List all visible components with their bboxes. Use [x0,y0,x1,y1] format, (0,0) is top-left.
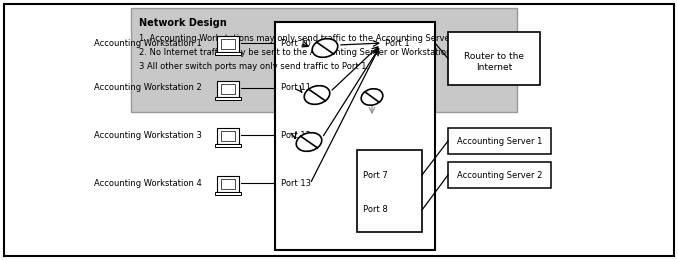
Text: 2. No Internet traffic may be sent to the Accounting Server or Workstations.: 2. No Internet traffic may be sent to th… [139,48,458,57]
Bar [215,97,241,100]
Bar [217,81,239,97]
Bar [217,128,239,144]
Text: Port 10: Port 10 [281,38,311,48]
Text: 3 All other switch ports may only send traffic to Port 1.: 3 All other switch ports may only send t… [139,62,369,71]
Bar [215,52,241,55]
Ellipse shape [361,89,383,105]
Text: Port 1: Port 1 [385,38,410,48]
Ellipse shape [296,133,322,151]
Ellipse shape [313,39,338,57]
Text: Port 11: Port 11 [281,83,311,93]
Bar [221,179,235,188]
Text: Accounting Server 2: Accounting Server 2 [457,171,542,179]
Bar [448,128,551,154]
Bar [217,36,239,52]
Bar [131,8,517,112]
Text: Network Design: Network Design [139,18,226,28]
Text: Accounting Workstation 2: Accounting Workstation 2 [94,83,202,93]
Text: Accounting Workstation 3: Accounting Workstation 3 [94,131,202,140]
Text: Accounting Server 1: Accounting Server 1 [457,136,542,146]
Text: Accounting Workstation 1: Accounting Workstation 1 [94,38,202,48]
Text: Router to the: Router to the [464,52,524,61]
Bar [357,150,422,232]
Text: Accounting Workstation 4: Accounting Workstation 4 [94,179,202,187]
Ellipse shape [304,86,330,104]
Bar [221,131,235,140]
Text: Port 8: Port 8 [363,205,388,214]
Text: Port 7: Port 7 [363,171,388,179]
Bar [275,22,435,250]
Bar [448,162,551,188]
Text: 1. Accounting Workstations may only send traffic to the Accounting Server.: 1. Accounting Workstations may only send… [139,34,455,43]
Bar [221,84,235,94]
Text: Port 13: Port 13 [281,179,311,187]
Bar [221,39,235,49]
Bar [215,192,241,194]
Text: Internet: Internet [476,63,512,72]
Bar [215,144,241,146]
Bar [448,32,540,85]
Text: Port 12: Port 12 [281,131,311,140]
Bar [217,176,239,192]
